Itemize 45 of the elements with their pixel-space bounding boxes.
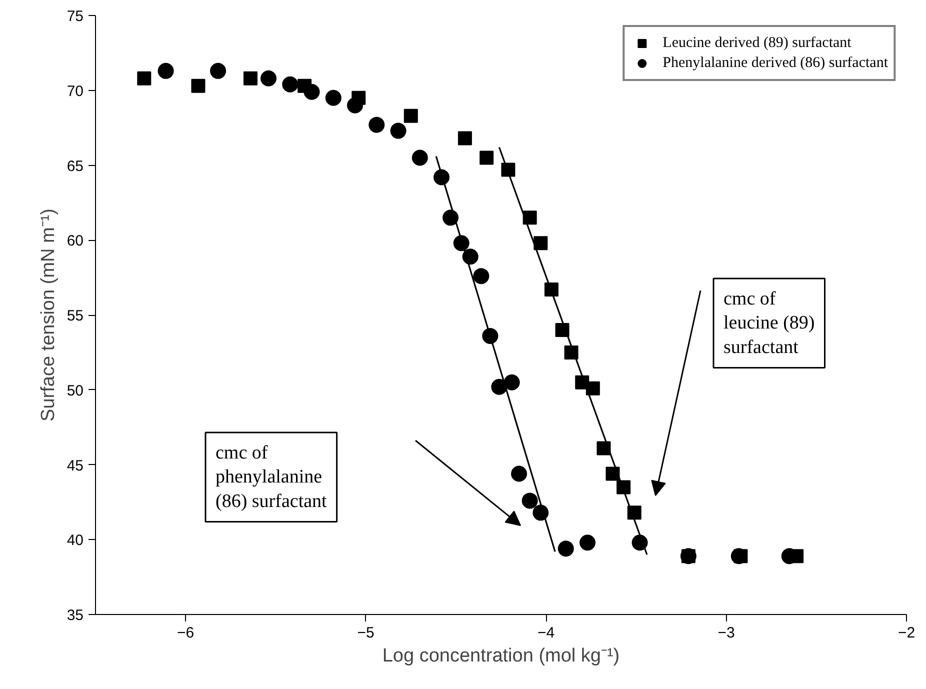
point xyxy=(325,90,342,106)
legend-label: Phenylalanine derived (86) surfactant xyxy=(662,54,888,72)
point xyxy=(534,236,548,250)
point xyxy=(580,534,596,551)
y-tick-label: 60 xyxy=(66,232,84,250)
point xyxy=(304,84,320,100)
x-axis-title: Log concentration (mol kg⁻¹) xyxy=(382,646,620,666)
point xyxy=(522,492,538,509)
point xyxy=(511,466,528,482)
point xyxy=(480,150,494,165)
legend-label: Leucine derived (89) surfactant xyxy=(662,34,852,52)
y-axis-title: Surface tension (mN m⁻¹) xyxy=(38,208,59,422)
y-tick-label: 75 xyxy=(66,8,84,25)
point xyxy=(158,62,174,79)
point xyxy=(210,62,226,79)
y-tick-label: 70 xyxy=(66,82,84,100)
point xyxy=(504,374,520,390)
y-tick-label: 40 xyxy=(66,532,84,550)
point xyxy=(558,540,574,557)
point xyxy=(368,116,385,133)
point xyxy=(282,76,298,92)
point xyxy=(586,381,600,396)
x-tick-label: −5 xyxy=(357,624,374,642)
point xyxy=(137,71,152,86)
point xyxy=(522,210,537,225)
y-tick-label: 55 xyxy=(66,308,84,324)
x-tick-label: −3 xyxy=(718,624,735,642)
point xyxy=(473,268,490,284)
x-tick-label: −2 xyxy=(898,624,916,642)
y-tick-label: 50 xyxy=(66,382,84,400)
point xyxy=(390,122,406,139)
y-tick-label: 45 xyxy=(66,457,84,474)
point xyxy=(404,108,418,123)
annotation: cmc of phenylalanine (86) surfactant xyxy=(216,442,328,512)
y-tick-label: 65 xyxy=(66,158,84,175)
point xyxy=(243,71,258,86)
point xyxy=(260,70,277,86)
point xyxy=(191,78,206,93)
point xyxy=(412,150,428,166)
point xyxy=(347,97,364,114)
annotation: cmc of leucine (89) surfactant xyxy=(724,288,815,358)
point xyxy=(458,131,472,146)
x-tick-label: −4 xyxy=(538,624,555,642)
y-tick-label: 35 xyxy=(66,607,84,624)
x-tick-label: −6 xyxy=(177,624,194,642)
